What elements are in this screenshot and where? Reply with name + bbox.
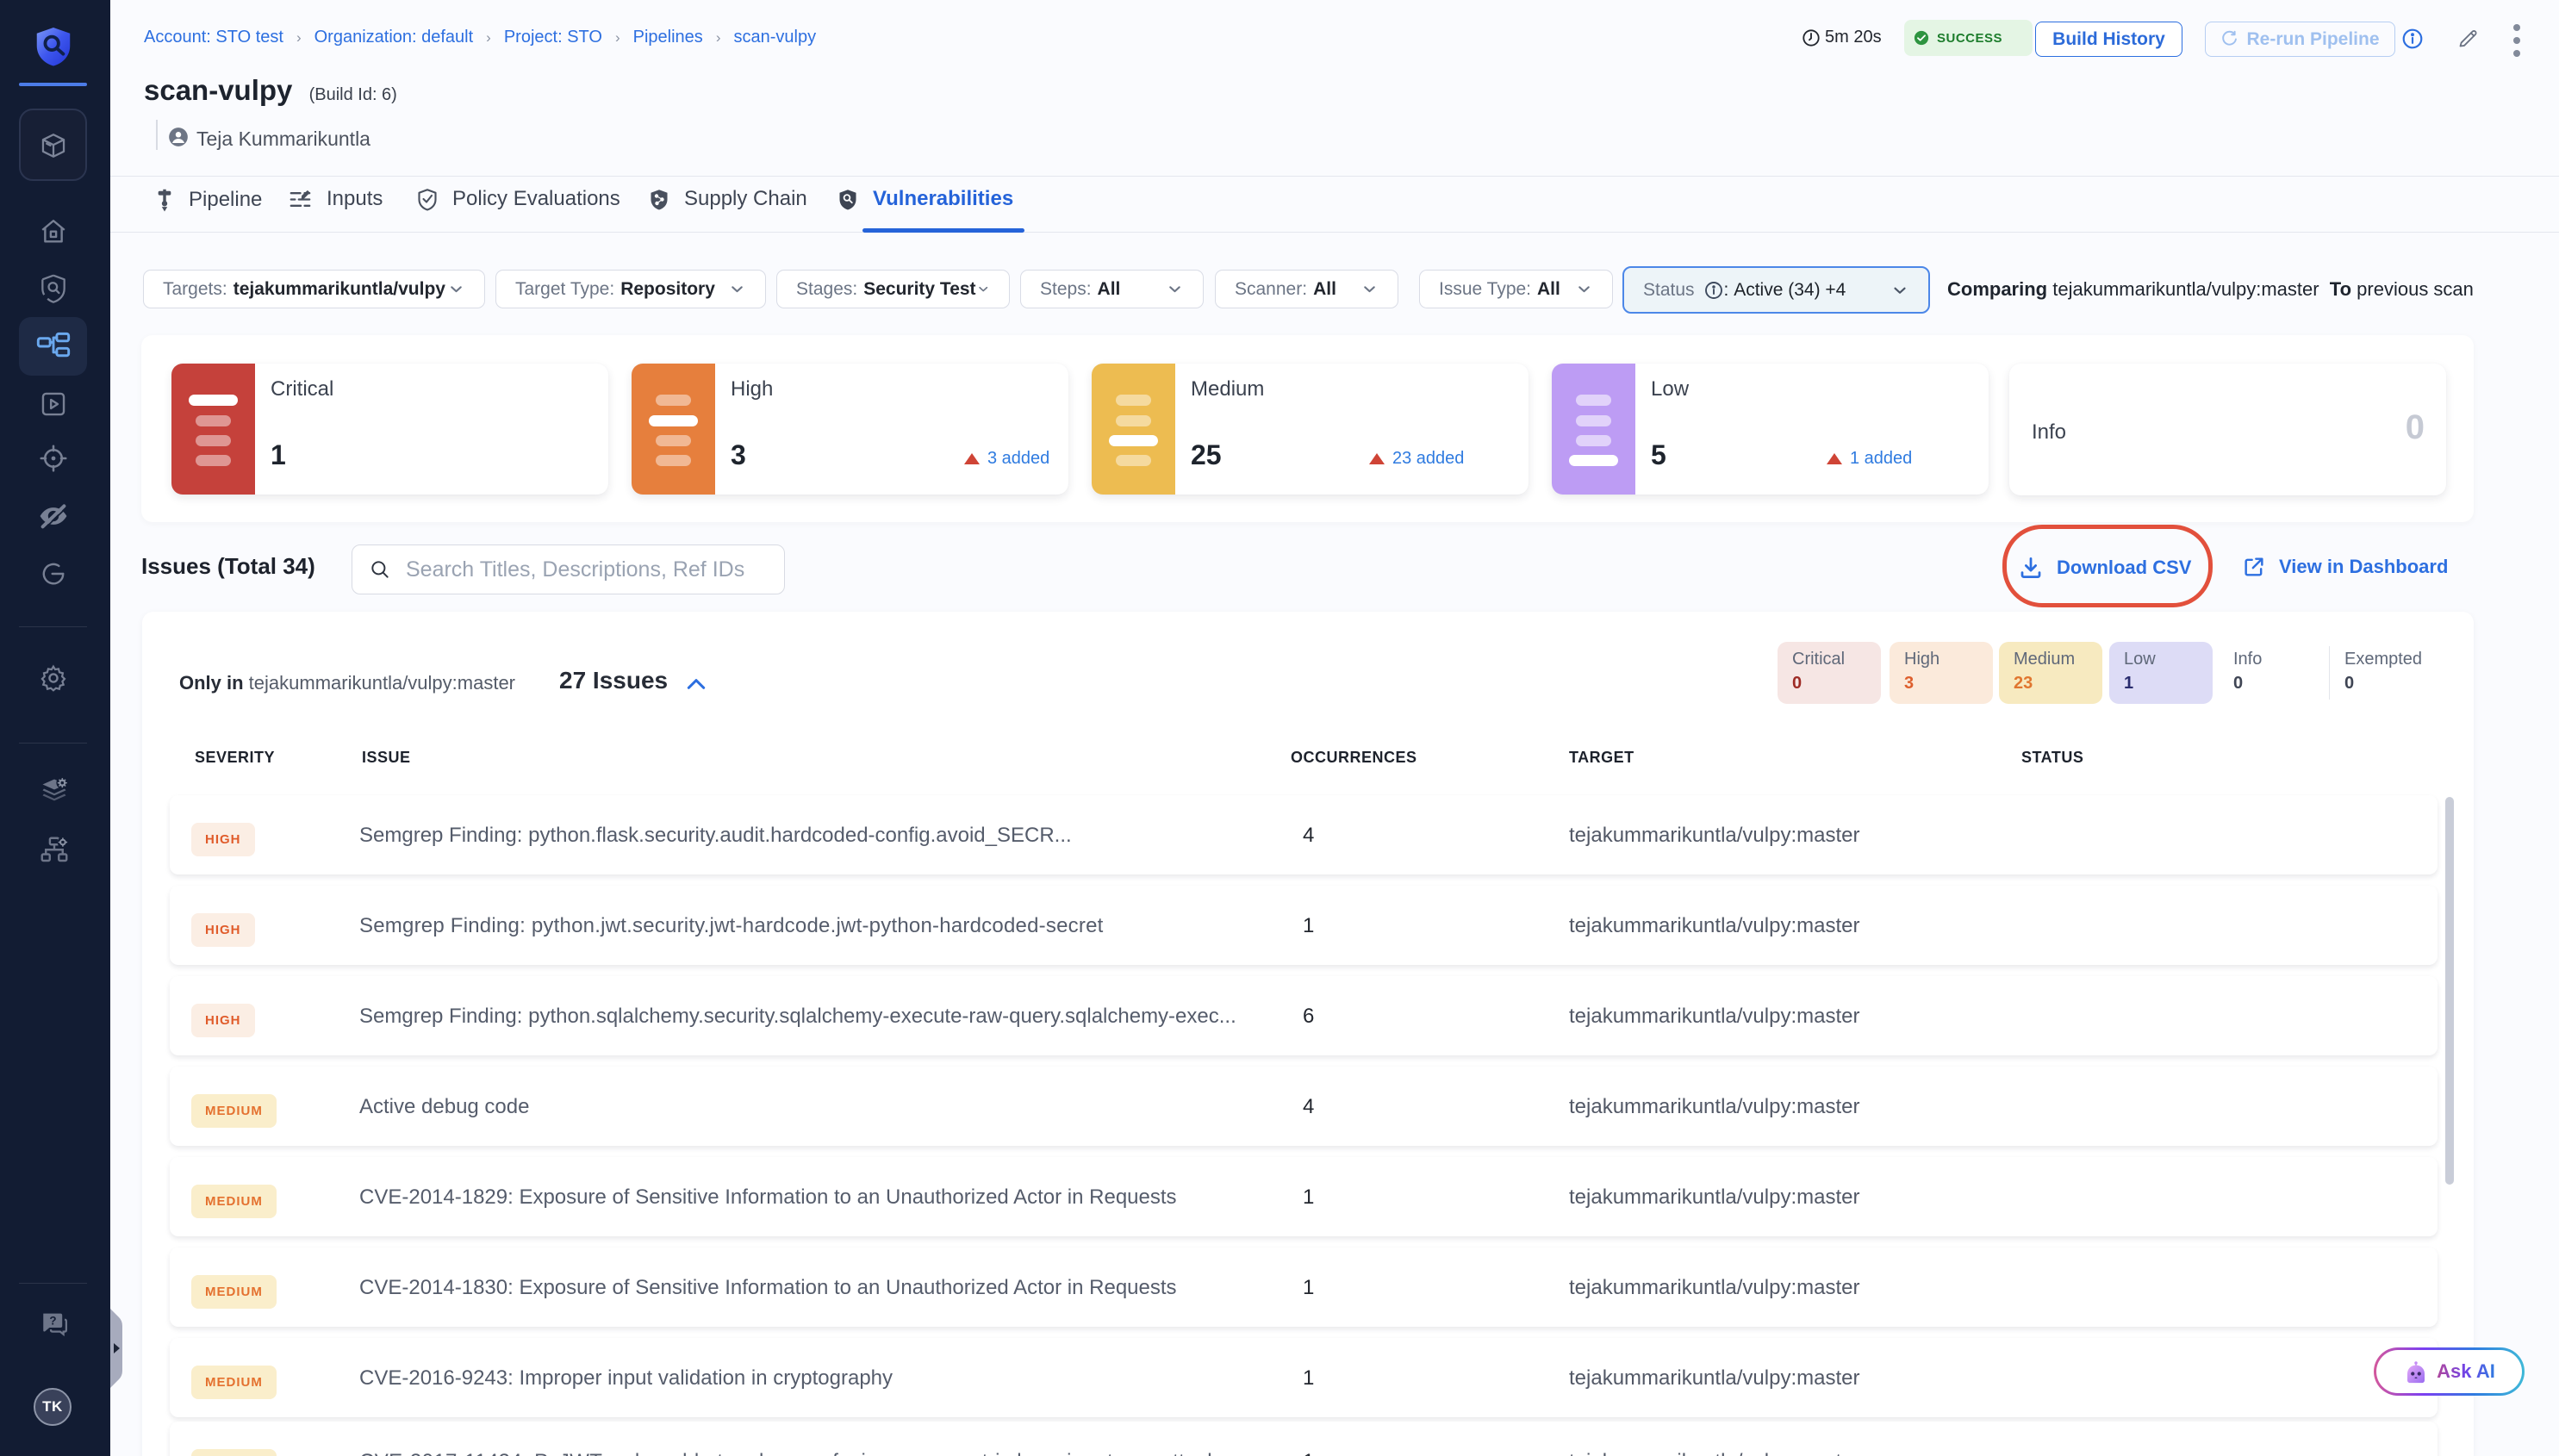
svg-text:?: ? xyxy=(49,1315,56,1328)
